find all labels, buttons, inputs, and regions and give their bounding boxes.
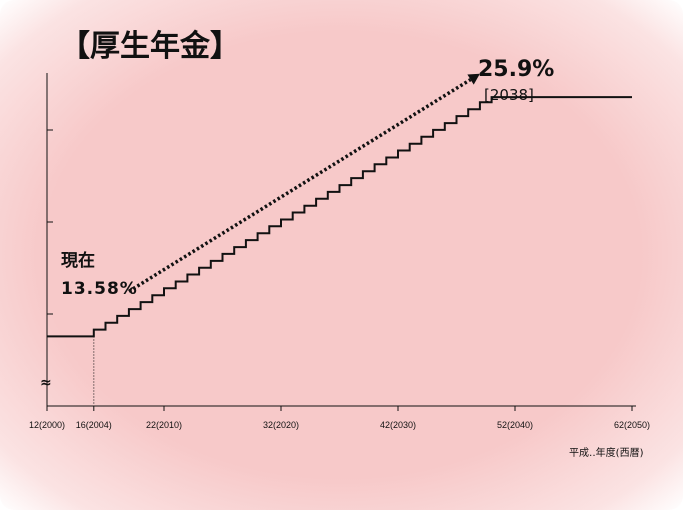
current-label: 現在 bbox=[61, 250, 95, 271]
x-tick-label: 42(2030) bbox=[380, 420, 416, 430]
x-tick-label: 32(2020) bbox=[263, 420, 299, 430]
x-axis-label: 平成‥年度(西暦) bbox=[569, 446, 644, 459]
axis-break-symbol: ≈ bbox=[40, 375, 52, 391]
current-value-label: 13.58% bbox=[61, 279, 138, 299]
trend-arrow-shaft bbox=[127, 78, 472, 293]
x-tick-label: 62(2050) bbox=[614, 420, 650, 430]
x-ticks bbox=[46, 406, 633, 411]
chart-title: 【厚生年金】 bbox=[60, 29, 240, 64]
x-tick-labels: 12(2000) 16(2004) 22(2010) 32(2020) 42(2030)… bbox=[29, 420, 650, 430]
target-year-label: [2038] bbox=[484, 86, 534, 104]
x-tick-label: 16(2004) bbox=[76, 420, 112, 430]
trend-arrow-head bbox=[467, 73, 480, 85]
series-line bbox=[47, 96, 632, 338]
x-tick-label: 22(2010) bbox=[146, 420, 182, 430]
trend-arrow bbox=[127, 73, 480, 293]
x-tick-label: 52(2040) bbox=[497, 420, 533, 430]
x-tick-label: 12(2000) bbox=[29, 420, 65, 430]
target-value-label: 25.9% bbox=[478, 57, 554, 82]
